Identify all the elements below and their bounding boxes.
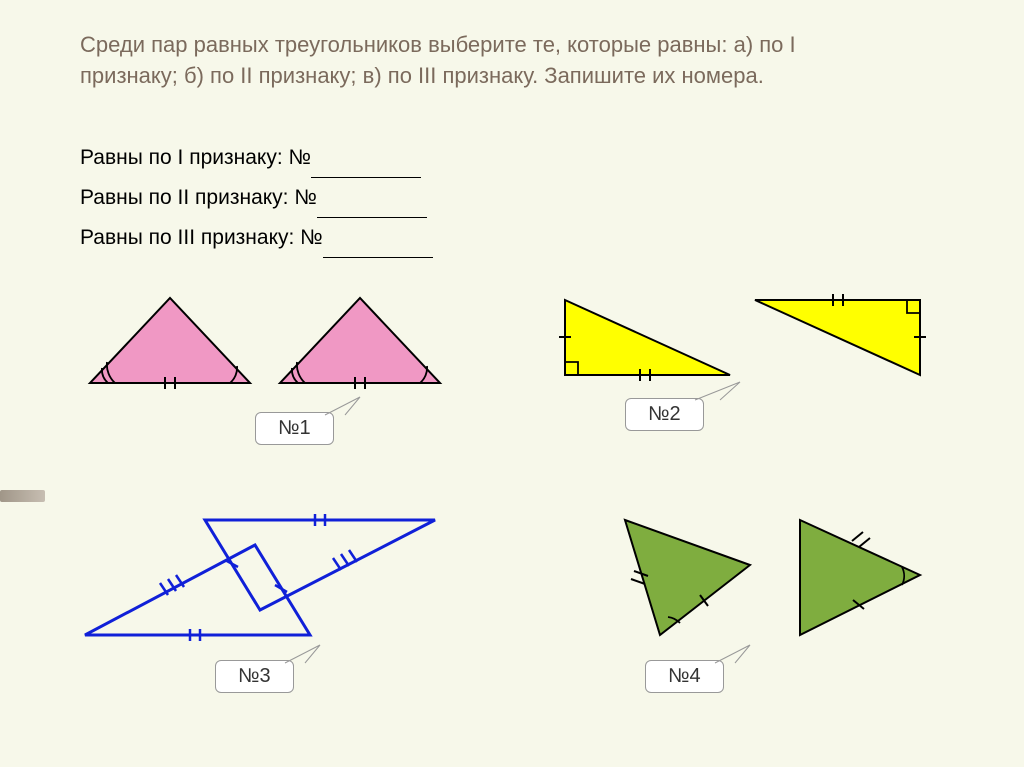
callout-tail-2 bbox=[690, 380, 760, 405]
callout-tail-3 bbox=[280, 643, 340, 668]
callout-tail-1 bbox=[320, 395, 380, 420]
figure-1 bbox=[80, 288, 460, 398]
answer-line-1: Равны по I признаку: № bbox=[80, 138, 433, 178]
callout-tail-4 bbox=[710, 643, 770, 668]
triangle-4b bbox=[800, 520, 920, 635]
triangle-3b bbox=[205, 520, 435, 610]
figure-2 bbox=[555, 290, 935, 390]
triangle-2b bbox=[755, 300, 920, 375]
figure-3 bbox=[75, 510, 455, 650]
triangle-3a bbox=[85, 545, 310, 635]
triangle-4a bbox=[625, 520, 750, 635]
triangle-2a bbox=[565, 300, 730, 375]
answers-block: Равны по I признаку: № Равны по II призн… bbox=[80, 138, 433, 258]
triangle-1a bbox=[90, 298, 250, 383]
title-line-1: Среди пар равных треугольников выберите … bbox=[80, 32, 796, 57]
accent-bar bbox=[0, 490, 45, 502]
blank-3[interactable] bbox=[323, 257, 433, 258]
title-line-2: признаку; б) по II признаку; в) по III п… bbox=[80, 63, 764, 88]
task-title: Среди пар равных треугольников выберите … bbox=[80, 30, 974, 92]
figure-4 bbox=[600, 505, 940, 650]
triangle-1b bbox=[280, 298, 440, 383]
answer-line-2: Равны по II признаку: № bbox=[80, 178, 433, 218]
answer-line-3: Равны по III признаку: № bbox=[80, 218, 433, 258]
